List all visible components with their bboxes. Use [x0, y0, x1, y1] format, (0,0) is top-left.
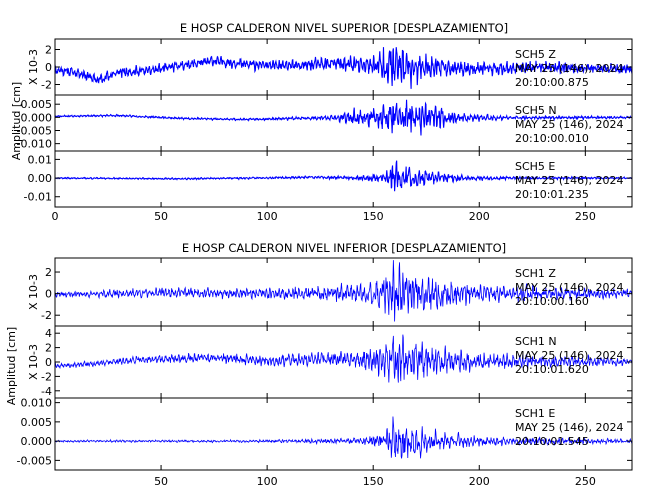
top-chart-y-axis-label: Amplitud [cm]: [10, 82, 23, 160]
x-tick-label: 200: [469, 475, 490, 488]
y-tick-label: 0.01: [28, 153, 53, 166]
y-tick-label: 0: [45, 61, 52, 74]
y-tick-label: -2: [41, 309, 52, 322]
y-tick-label: 0.000: [21, 435, 53, 448]
x-tick-label: 100: [257, 210, 278, 223]
waveform-trace: [55, 99, 632, 136]
y-tick-label: 0: [45, 356, 52, 369]
x-tick-label: 50: [154, 210, 168, 223]
y-tick-label: -0.010: [17, 138, 52, 151]
bottom-chart-title: E HOSP CALDERON NIVEL INFERIOR [DESPLAZA…: [182, 241, 506, 255]
x-tick-label: 250: [575, 210, 596, 223]
y-tick-label: -4: [41, 385, 52, 398]
y-tick-label: 0.00: [28, 172, 53, 185]
station-component-label: SCH5 E: [515, 160, 555, 173]
y-tick-label: -2: [41, 370, 52, 383]
panel-frame: [54, 150, 633, 208]
waveform-trace: [55, 416, 632, 459]
bottom-chart: E HOSP CALDERON NIVEL INFERIOR [DESPLAZA…: [5, 241, 633, 488]
start-time-label: 20:10:00.010: [515, 132, 589, 145]
station-component-label: SCH5 Z: [515, 48, 556, 61]
date-label: MAY 25 (146), 2024: [515, 349, 623, 362]
x-tick-label: 100: [257, 475, 278, 488]
station-component-label: SCH1 N: [515, 335, 557, 348]
date-label: MAY 25 (146), 2024: [515, 421, 623, 434]
x-tick-label: 0: [52, 210, 59, 223]
station-component-label: SCH5 N: [515, 104, 557, 117]
start-time-label: 20:10:01.235: [515, 188, 589, 201]
top-chart: E HOSP CALDERON NIVEL SUPERIOR [DESPLAZA…: [10, 21, 633, 223]
date-label: MAY 25 (146), 2024: [515, 281, 623, 294]
x-tick-label: 200: [469, 210, 490, 223]
y-tick-label: 4: [45, 327, 52, 340]
y-scale-multiplier-label: X 10-3: [27, 274, 40, 310]
waveform-trace: [55, 160, 632, 192]
y-tick-label: 0.000: [21, 111, 53, 124]
y-scale-multiplier-label: X 10-3: [27, 344, 40, 380]
y-scale-multiplier-label: X 10-3: [27, 49, 40, 85]
waveform-trace: [55, 260, 632, 322]
start-time-label: 20:10:00.160: [515, 295, 589, 308]
start-time-label: 20:10:01.545: [515, 435, 589, 448]
start-time-label: 20:10:00.875: [515, 76, 589, 89]
bottom-chart-y-axis-label: Amplitud [cm]: [5, 327, 18, 405]
y-tick-label: -2: [41, 79, 52, 92]
x-tick-label: 50: [154, 475, 168, 488]
waveform-trace: [55, 334, 632, 383]
y-tick-label: -0.01: [24, 191, 52, 204]
waveform-trace: [55, 47, 632, 89]
x-tick-label: 250: [575, 475, 596, 488]
panel-frame: [54, 397, 633, 471]
y-tick-label: -0.005: [17, 124, 52, 137]
date-label: MAY 25 (146), 2024: [515, 118, 623, 131]
start-time-label: 20:10:01.620: [515, 363, 589, 376]
x-tick-label: 150: [363, 210, 384, 223]
y-tick-label: -0.005: [17, 454, 52, 467]
date-label: MAY 25 (146), 2024: [515, 62, 623, 75]
y-tick-label: 2: [45, 266, 52, 279]
top-chart-title: E HOSP CALDERON NIVEL SUPERIOR [DESPLAZA…: [180, 21, 508, 35]
y-tick-label: 2: [45, 44, 52, 57]
y-tick-label: 0.010: [21, 397, 53, 410]
y-tick-label: 0.005: [21, 98, 53, 111]
y-tick-label: 0.005: [21, 416, 53, 429]
y-tick-label: 0: [45, 288, 52, 301]
date-label: MAY 25 (146), 2024: [515, 174, 623, 187]
station-component-label: SCH1 E: [515, 407, 555, 420]
station-component-label: SCH1 Z: [515, 267, 556, 280]
y-tick-label: 2: [45, 342, 52, 355]
x-tick-label: 150: [363, 475, 384, 488]
